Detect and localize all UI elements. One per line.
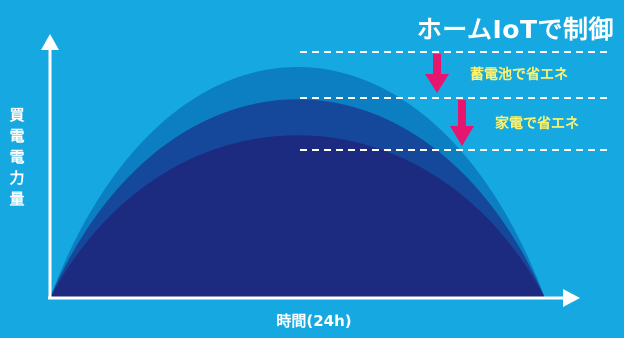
curve-after-appliance — [50, 135, 545, 298]
y-axis-arrowhead — [41, 34, 59, 50]
x-axis-arrowhead — [563, 289, 580, 307]
down-arrow-icon — [450, 100, 474, 146]
annotation-appliance: 家電で省エネ — [495, 116, 579, 132]
x-axis-label: 時間(24h) — [0, 310, 624, 331]
x-axis-label-text: 時間(24h) — [276, 312, 352, 330]
down-arrow-icon — [425, 54, 449, 93]
diagram-title: ホームIoTで制御 — [416, 15, 614, 44]
annotation-battery: 蓄電池で省エネ — [470, 67, 568, 83]
y-axis-label: 買電電力量 — [9, 106, 25, 208]
